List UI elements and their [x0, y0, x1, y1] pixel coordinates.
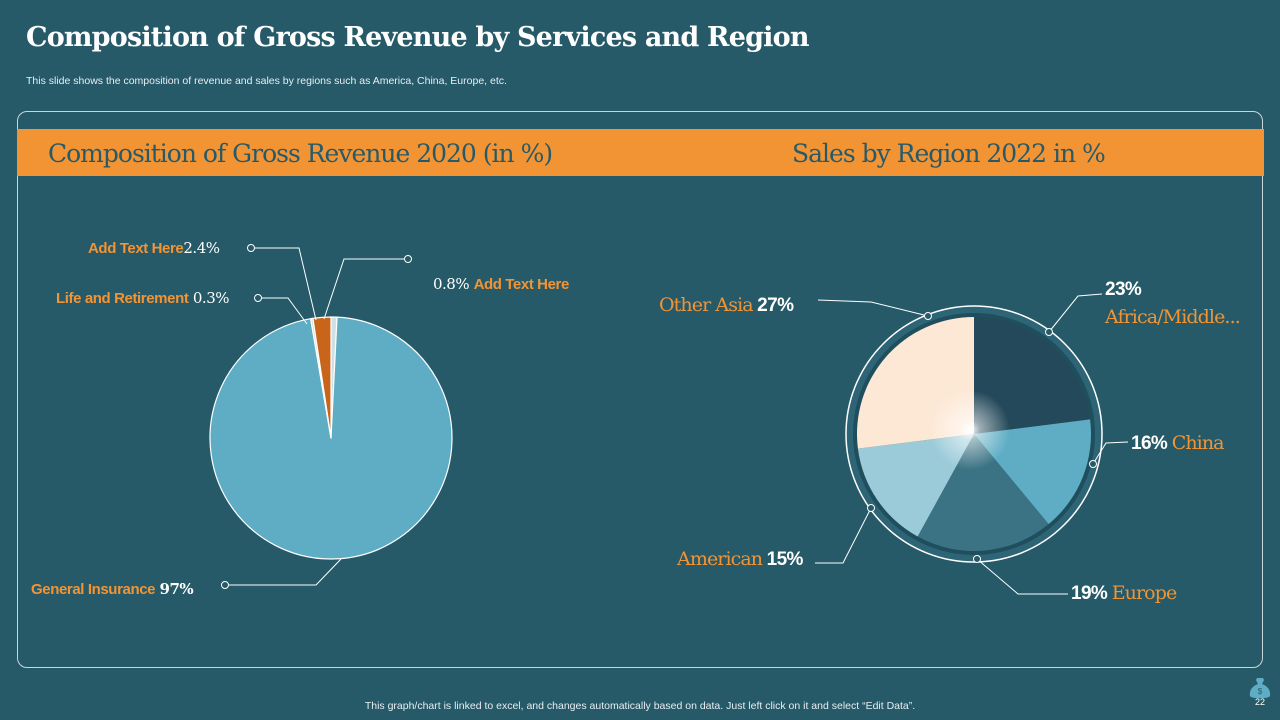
- label-europe-value: 19%: [1071, 583, 1108, 604]
- leader-american: [815, 507, 872, 564]
- label-other-asia: Other Asia 27%: [659, 294, 794, 317]
- leader-life-retirement: [258, 297, 308, 325]
- label-add-text-1: Add Text Here2.4%: [88, 239, 220, 258]
- pie-chart-sales-by-region: [845, 305, 1103, 563]
- label-add-text-1-value: 2.4%: [183, 239, 220, 257]
- leader-dot-africa: [1045, 328, 1053, 336]
- leader-europe: [976, 558, 1068, 595]
- label-general-insurance-name: General Insurance: [31, 581, 156, 598]
- label-europe: 19% Europe: [1071, 582, 1178, 605]
- leader-general-insurance: [225, 558, 342, 586]
- label-china-name: China: [1171, 432, 1225, 454]
- label-other-asia-value: 27%: [757, 295, 794, 316]
- leader-dot-other-asia: [924, 312, 932, 320]
- leader-add-text-1: [251, 247, 317, 321]
- leader-add-text-2: [323, 258, 408, 320]
- label-add-text-2-value: 0.8%: [433, 275, 470, 293]
- label-general-insurance: General Insurance 97%: [31, 580, 194, 599]
- leader-dot-life-retirement: [254, 294, 262, 302]
- pie-slice-africa-middle-0[interactable]: [974, 317, 1091, 434]
- label-other-asia-name: Other Asia: [659, 294, 754, 316]
- slide-subtitle: This slide shows the composition of reve…: [26, 75, 507, 87]
- label-life-retirement-name: Life and Retirement: [56, 290, 189, 307]
- leader-africa: [1048, 293, 1103, 333]
- label-life-retirement: Life and Retirement 0.3%: [56, 289, 230, 308]
- leader-dot-europe: [973, 555, 981, 563]
- label-africa-value-wrap: 23%: [1105, 279, 1142, 301]
- leader-dot-american: [867, 504, 875, 512]
- label-africa-name: Africa/Middle...: [1105, 306, 1241, 328]
- leader-china: [1092, 441, 1129, 465]
- chart2-title: Sales by Region 2022 in %: [792, 139, 1106, 168]
- label-europe-name: Europe: [1111, 582, 1178, 604]
- label-american-value: 15%: [766, 549, 804, 570]
- label-add-text-2-name: Add Text Here: [473, 276, 570, 293]
- leader-dot-add-text-1: [247, 244, 255, 252]
- label-add-text-2: 0.8% Add Text Here: [433, 275, 569, 294]
- pie-slice-europe-2[interactable]: [917, 434, 1049, 552]
- leader-dot-general-insurance: [221, 581, 229, 589]
- label-american: American 15%: [677, 548, 803, 571]
- leader-dot-china: [1089, 460, 1097, 468]
- label-china-value: 16%: [1131, 433, 1168, 454]
- chart1-title: Composition of Gross Revenue 2020 (in %): [48, 139, 553, 168]
- content-panel: [17, 111, 1263, 668]
- header-band: [17, 129, 1264, 176]
- slide-title: Composition of Gross Revenue by Services…: [26, 22, 809, 53]
- pie-chart-gross-revenue: [209, 316, 453, 560]
- label-life-retirement-value: 0.3%: [192, 289, 230, 307]
- money-bag-icon: $: [1249, 678, 1271, 699]
- pie-slice-add-text-here-2[interactable]: [312, 316, 332, 439]
- svg-text:$: $: [1258, 687, 1263, 696]
- pie-center-glow: [930, 390, 1010, 470]
- page-number: 22: [1254, 697, 1265, 707]
- label-general-insurance-value: 97%: [159, 580, 194, 598]
- leader-other-asia: [817, 299, 929, 317]
- label-american-name: American: [677, 548, 763, 570]
- label-add-text-1-name: Add Text Here: [88, 240, 184, 257]
- label-africa-name-wrap: Africa/Middle...: [1105, 306, 1241, 328]
- leader-lines: [221, 244, 1129, 595]
- label-africa-value: 23%: [1105, 279, 1142, 300]
- leader-dot-add-text-2: [404, 255, 412, 263]
- footer-note: This graph/chart is linked to excel, and…: [364, 700, 916, 712]
- label-china: 16% China: [1131, 432, 1225, 455]
